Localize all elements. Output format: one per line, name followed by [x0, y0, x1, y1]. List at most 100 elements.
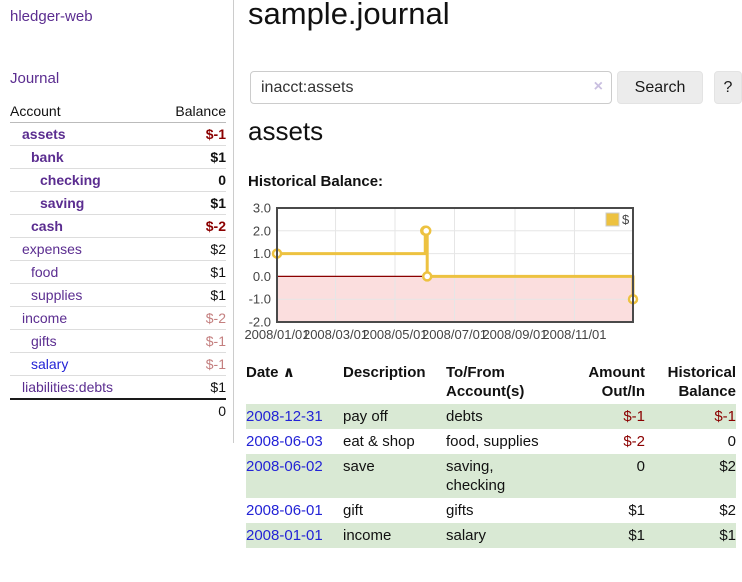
transaction-description: save: [343, 458, 375, 475]
account-row: liabilities:debts $1: [10, 376, 226, 399]
transaction-date-link[interactable]: 2008-06-01: [246, 502, 323, 519]
transaction-balance: $2: [719, 458, 736, 475]
account-link[interactable]: bank: [31, 149, 64, 165]
register-header-row: Date ∧ Description To/From Account(s) Am…: [246, 360, 736, 404]
chart-x-tick-label: 2008/01/01: [244, 327, 309, 342]
chart-x-tick-label: 2008/07/01: [422, 327, 487, 342]
register-row: 2008-01-01 income salary $1 $1: [246, 523, 736, 548]
transaction-amount: 0: [636, 458, 645, 475]
account-link[interactable]: income: [22, 310, 68, 326]
account-link[interactable]: expenses: [22, 241, 82, 257]
register-header-description: Description: [343, 364, 426, 381]
transaction-amount: $-2: [623, 433, 645, 450]
account-balance: $1: [210, 149, 226, 165]
account-balance: $-1: [205, 126, 226, 142]
chart-y-tick-label: 0.0: [253, 269, 271, 284]
chart-x-tick-label: 2008/09/01: [482, 327, 547, 342]
chart-point[interactable]: [421, 271, 433, 282]
account-link[interactable]: assets: [22, 126, 66, 142]
chart-border: [276, 207, 634, 323]
accounts-total-spacer: [10, 399, 155, 422]
account-row: expenses $2: [10, 238, 226, 261]
chart-x-tick-label: 2008/05/01: [362, 327, 427, 342]
account-row: food $1: [10, 261, 226, 284]
account-row: income $-2: [10, 307, 226, 330]
account-link[interactable]: saving: [40, 195, 85, 211]
search-bar: × Search ?: [250, 71, 742, 104]
chart-y-tick-label: -2.0: [249, 315, 271, 330]
register-row: 2008-06-02 save saving, checking 0 $2: [246, 454, 736, 498]
register-header-accounts: To/From Account(s): [446, 364, 525, 400]
chart-y-tick-label: -1.0: [249, 292, 271, 307]
account-row: saving $1: [10, 192, 226, 215]
account-link[interactable]: supplies: [31, 287, 83, 303]
chart-wrap: $3.0 2.0 1.0 0.0 -1.0 -2.0 2008/01/01 2008/03/0…: [240, 200, 742, 345]
transaction-accounts: salary: [446, 527, 487, 544]
register-header-amount: Amount Out/In: [588, 364, 645, 400]
account-row: checking 0: [10, 169, 226, 192]
transaction-amount: $1: [628, 502, 645, 519]
brand-link[interactable]: hledger-web: [10, 8, 93, 25]
register-header-date[interactable]: Date ∧: [246, 364, 295, 381]
register-row: 2008-06-03 eat & shop food, supplies $-2 0: [246, 429, 736, 454]
account-heading: assets: [248, 116, 324, 146]
transaction-amount: $1: [628, 527, 645, 544]
accounts-table: Account Balance assets $-1 bank $1 checking 0…: [10, 100, 226, 422]
account-balance: $-2: [205, 218, 226, 234]
account-row: bank $1: [10, 146, 226, 169]
chart-y-tick-label: 3.0: [253, 201, 271, 216]
search-input-wrap: ×: [250, 71, 612, 104]
transaction-amount: $-1: [623, 408, 645, 425]
register-header-balance: Historical Balance: [667, 364, 736, 400]
account-balance: $1: [210, 264, 226, 280]
transaction-balance: $1: [719, 527, 736, 544]
account-balance: $1: [210, 195, 226, 211]
account-link[interactable]: cash: [31, 218, 63, 234]
account-row: cash $-2: [10, 215, 226, 238]
account-row: gifts $-1: [10, 330, 226, 353]
transaction-date-link[interactable]: 2008-12-31: [246, 408, 323, 425]
account-balance: $2: [210, 241, 226, 257]
account-row: salary $-1: [10, 353, 226, 376]
search-input[interactable]: [250, 71, 612, 104]
clear-search-icon[interactable]: ×: [593, 78, 603, 95]
account-balance: $1: [210, 379, 226, 395]
transaction-accounts: debts: [446, 408, 483, 425]
sidebar-item-journal[interactable]: Journal: [10, 70, 60, 87]
chart-point[interactable]: [420, 225, 432, 237]
chart-label: Historical Balance:: [248, 173, 384, 190]
transaction-balance: $2: [719, 502, 736, 519]
register-table: Date ∧ Description To/From Account(s) Am…: [246, 360, 736, 548]
account-link[interactable]: gifts: [31, 333, 57, 349]
transaction-date-link[interactable]: 2008-06-02: [246, 458, 323, 475]
accounts-header-row: Account Balance: [10, 100, 226, 123]
chart-y-tick-label: 2.0: [253, 223, 271, 238]
sort-asc-icon: ∧: [282, 364, 295, 381]
account-balance: $-1: [205, 333, 226, 349]
transaction-description: pay off: [343, 408, 388, 425]
account-link[interactable]: food: [31, 264, 59, 280]
transaction-description: eat & shop: [343, 433, 415, 450]
sidebar: hledger-web Journal Account Balance asse…: [0, 0, 234, 443]
search-button[interactable]: Search: [617, 71, 703, 104]
transaction-date-link[interactable]: 2008-06-03: [246, 433, 323, 450]
balance-chart[interactable]: $3.0 2.0 1.0 0.0 -1.0 -2.02008/01/012008/03/0…: [240, 200, 742, 345]
search-help-button[interactable]: ?: [714, 71, 742, 104]
register-row: 2008-06-01 gift gifts $1 $2: [246, 498, 736, 523]
account-link[interactable]: salary: [31, 356, 69, 372]
chart-x-tick-label: 2008/03/01: [303, 327, 368, 342]
account-row: assets $-1: [10, 123, 226, 146]
account-balance: $-1: [205, 356, 226, 372]
chart-x-tick-label: 2008/11/01: [542, 327, 606, 342]
account-balance: $1: [210, 287, 226, 303]
account-balance: 0: [218, 172, 226, 188]
account-link[interactable]: liabilities:debts: [22, 379, 114, 395]
account-link[interactable]: checking: [40, 172, 101, 188]
transaction-date-link[interactable]: 2008-01-01: [246, 527, 323, 544]
transaction-description: gift: [343, 502, 364, 519]
chart-y-tick-label: 1.0: [253, 246, 271, 261]
accounts-total-value: 0: [218, 403, 226, 419]
transaction-accounts: saving, checking: [446, 458, 506, 494]
accounts-total-row: 0: [10, 399, 226, 422]
